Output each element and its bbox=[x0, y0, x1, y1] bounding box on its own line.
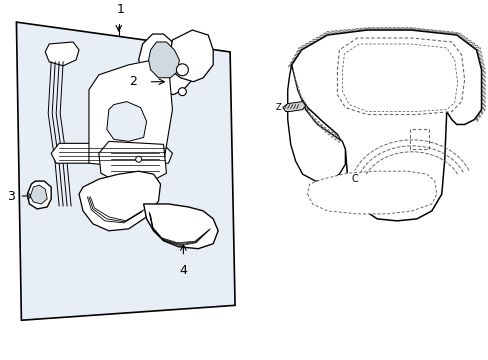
Text: 1: 1 bbox=[117, 3, 124, 16]
Polygon shape bbox=[139, 59, 167, 163]
Polygon shape bbox=[139, 34, 192, 95]
Polygon shape bbox=[337, 38, 464, 114]
Polygon shape bbox=[287, 65, 345, 181]
Polygon shape bbox=[89, 60, 172, 170]
Polygon shape bbox=[342, 44, 457, 112]
Text: C: C bbox=[351, 174, 358, 184]
Polygon shape bbox=[282, 102, 305, 112]
Polygon shape bbox=[290, 30, 481, 221]
Polygon shape bbox=[27, 181, 51, 209]
Polygon shape bbox=[30, 185, 47, 204]
Text: 4: 4 bbox=[179, 264, 187, 276]
Polygon shape bbox=[99, 141, 166, 180]
Text: Z: Z bbox=[275, 103, 281, 112]
Polygon shape bbox=[409, 130, 428, 149]
Polygon shape bbox=[51, 143, 172, 163]
Polygon shape bbox=[45, 42, 79, 66]
Circle shape bbox=[135, 156, 142, 162]
Circle shape bbox=[176, 64, 188, 76]
Polygon shape bbox=[168, 30, 213, 82]
Text: 2: 2 bbox=[128, 75, 136, 88]
Polygon shape bbox=[143, 204, 218, 249]
Polygon shape bbox=[79, 171, 160, 231]
Polygon shape bbox=[148, 42, 179, 78]
Polygon shape bbox=[17, 22, 235, 320]
Circle shape bbox=[178, 88, 186, 96]
Polygon shape bbox=[307, 171, 436, 214]
Text: 3: 3 bbox=[7, 189, 15, 203]
Polygon shape bbox=[107, 102, 146, 141]
